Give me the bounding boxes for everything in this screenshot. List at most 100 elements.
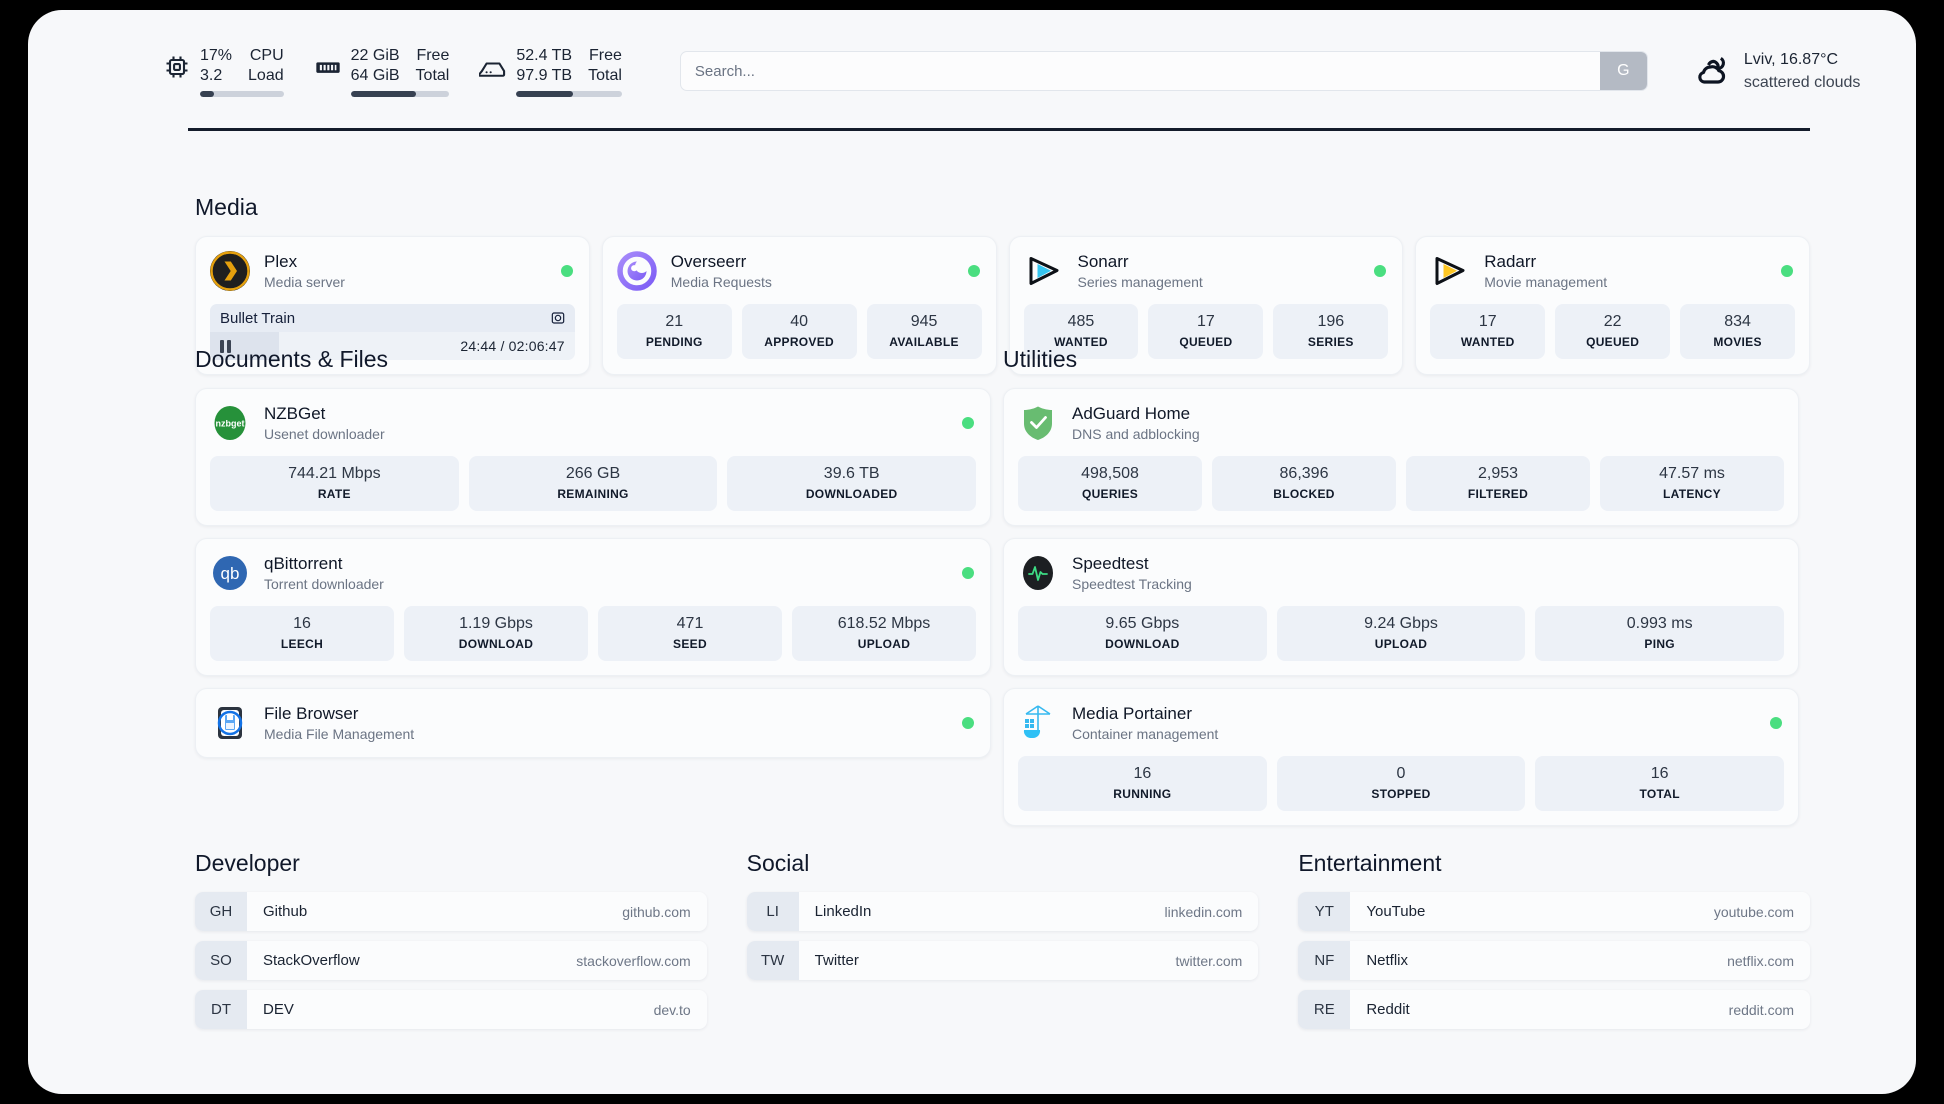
bookmark-url: reddit.com bbox=[1728, 1001, 1795, 1018]
service-card-sonarr[interactable]: Sonarr Series management 485 WANTED 17 Q… bbox=[1008, 236, 1404, 375]
stat-value: 16 bbox=[1133, 765, 1152, 782]
service-card-portainer[interactable]: Media Portainer Container management 16 … bbox=[1003, 688, 1799, 826]
stat-label: TOTAL bbox=[1639, 787, 1680, 801]
documents-utilities-row: Documents & Files nzbget NZBGet Usenet d… bbox=[195, 346, 1810, 826]
stat-value: 945 bbox=[910, 313, 938, 330]
stat-value: 40 bbox=[790, 313, 809, 330]
stat-label: UPLOAD bbox=[1374, 637, 1428, 651]
bookmark-list: LI LinkedIn linkedin.com TW Twitter twit… bbox=[746, 892, 1259, 980]
bookmark-abbr: LI bbox=[746, 892, 799, 931]
filebrowser-icon bbox=[210, 703, 250, 743]
now-playing-title-bar: Bullet Train bbox=[210, 304, 575, 332]
service-subtitle: Media server bbox=[264, 274, 345, 290]
system-stats: 17% 3.2 CPU Load bbox=[163, 46, 622, 97]
weather-widget: Lviv, 16.87°C scattered clouds bbox=[1690, 50, 1860, 93]
now-playing-progress[interactable]: 24:44 / 02:06:47 bbox=[210, 332, 575, 360]
stat-label: DOWNLOAD bbox=[458, 637, 534, 651]
stat-value: 17 bbox=[1478, 313, 1497, 330]
overseerr-icon bbox=[617, 251, 657, 291]
pause-icon[interactable] bbox=[220, 339, 231, 353]
stat-label: WANTED bbox=[1054, 335, 1108, 349]
bookmark-abbr: GH bbox=[195, 892, 247, 931]
adguard-icon bbox=[1018, 403, 1058, 443]
status-indicator bbox=[962, 417, 974, 429]
stat-label: FILTERED bbox=[1467, 487, 1529, 501]
status-indicator bbox=[962, 567, 974, 579]
bookmark-abbr: SO bbox=[195, 941, 247, 980]
stat-value: 0 bbox=[1396, 765, 1406, 782]
service-card-overseerr[interactable]: Overseerr Media Requests 21 PENDING 40 A… bbox=[601, 236, 997, 375]
stat-tile: 744.21 Mbps RATE bbox=[210, 456, 459, 511]
bookmark-item-netflix[interactable]: NF Netflix netflix.com bbox=[1298, 941, 1811, 980]
bookmark-item-github[interactable]: GH Github github.com bbox=[195, 892, 707, 931]
card-header: Plex Media server bbox=[210, 251, 575, 291]
bookmark-item-linkedin[interactable]: LI LinkedIn linkedin.com bbox=[746, 892, 1259, 931]
status-indicator bbox=[1374, 265, 1387, 277]
service-card-adguard[interactable]: AdGuard Home DNS and adblocking 498,508 … bbox=[1003, 388, 1799, 526]
plex-icon bbox=[210, 251, 250, 291]
memory-usage-bar bbox=[350, 90, 450, 97]
service-card-speedtest[interactable]: Speedtest Speedtest Tracking 9.65 Gbps D… bbox=[1003, 538, 1799, 676]
search-submit-button[interactable]: G bbox=[1599, 52, 1647, 90]
disk-icon bbox=[479, 53, 507, 81]
bookmark-item-reddit[interactable]: RE Reddit reddit.com bbox=[1298, 990, 1811, 1029]
cpu-load-value: 3.2 bbox=[200, 66, 223, 84]
service-name: Overseerr bbox=[670, 252, 747, 271]
stat-value: 196 bbox=[1317, 313, 1345, 330]
stat-tile: 16 RUNNING bbox=[1018, 756, 1267, 811]
stat-label: DOWNLOAD bbox=[1105, 637, 1180, 651]
cast-icon[interactable] bbox=[550, 310, 566, 326]
bookmark-abbr: RE bbox=[1298, 990, 1351, 1029]
radarr-icon bbox=[1430, 251, 1470, 291]
card-header: File Browser Media File Management bbox=[210, 703, 976, 743]
bookmark-item-stackoverflow[interactable]: SO StackOverflow stackoverflow.com bbox=[195, 941, 707, 980]
stat-tile: 834 MOVIES bbox=[1680, 304, 1796, 359]
bookmark-url: linkedin.com bbox=[1164, 903, 1243, 920]
bookmark-name: Twitter bbox=[814, 952, 859, 969]
stat-label: QUEUED bbox=[1179, 335, 1233, 349]
stat-value: 9.65 Gbps bbox=[1105, 615, 1180, 632]
search-bar[interactable]: G bbox=[679, 51, 1648, 91]
service-name: Plex bbox=[264, 252, 298, 271]
bookmark-group-title: Social bbox=[746, 850, 810, 876]
stat-label: DOWNLOADED bbox=[805, 487, 898, 501]
service-subtitle: Container management bbox=[1072, 726, 1219, 742]
search-input[interactable] bbox=[680, 52, 1600, 90]
service-card-nzbget[interactable]: nzbget NZBGet Usenet downloader 744.21 M… bbox=[195, 388, 991, 526]
svg-text:nzbget: nzbget bbox=[216, 419, 245, 429]
stat-tile: 86,396 BLOCKED bbox=[1212, 456, 1396, 511]
stat-label: AVAILABLE bbox=[889, 335, 959, 349]
service-card-plex[interactable]: Plex Media server Bullet Train bbox=[195, 236, 590, 375]
card-header: Media Portainer Container management bbox=[1018, 703, 1784, 743]
bookmark-item-twitter[interactable]: TW Twitter twitter.com bbox=[746, 941, 1259, 980]
now-playing-time: 24:44 / 02:06:47 bbox=[460, 338, 565, 354]
service-subtitle: Usenet downloader bbox=[264, 426, 385, 442]
cpu-usage-bar bbox=[200, 90, 284, 97]
service-card-qbittorrent[interactable]: qb qBittorrent Torrent downloader 16 LEE… bbox=[195, 538, 991, 676]
nzbget-icon: nzbget bbox=[210, 403, 250, 443]
bookmark-item-dev[interactable]: DT DEV dev.to bbox=[195, 990, 707, 1029]
stat-value: 471 bbox=[676, 615, 704, 632]
service-name: AdGuard Home bbox=[1072, 404, 1191, 423]
stat-tile: 618.52 Mbps UPLOAD bbox=[792, 606, 976, 661]
stat-tile: 498,508 QUERIES bbox=[1018, 456, 1202, 511]
stat-value: 266 GB bbox=[565, 465, 621, 482]
bookmark-name: Github bbox=[263, 903, 308, 920]
stat-value: 86,396 bbox=[1279, 465, 1329, 482]
bookmark-group-entertainment: Entertainment YT YouTube youtube.com NF … bbox=[1298, 850, 1811, 1029]
service-card-radarr[interactable]: Radarr Movie management 17 WANTED 22 QUE… bbox=[1415, 236, 1810, 375]
stat-value: 21 bbox=[665, 313, 684, 330]
bookmark-url: netflix.com bbox=[1727, 952, 1795, 969]
service-name: File Browser bbox=[264, 704, 359, 723]
bookmark-group-developer: Developer GH Github github.com SO StackO… bbox=[195, 850, 707, 1029]
bookmark-item-youtube[interactable]: YT YouTube youtube.com bbox=[1298, 892, 1811, 931]
stat-value: 16 bbox=[1650, 765, 1669, 782]
stat-tile: 266 GB REMAINING bbox=[468, 456, 718, 511]
bookmark-url: youtube.com bbox=[1713, 903, 1795, 920]
bookmark-name: Reddit bbox=[1366, 1001, 1410, 1018]
service-subtitle: Series management bbox=[1077, 274, 1203, 290]
service-card-filebrowser[interactable]: File Browser Media File Management bbox=[195, 688, 991, 758]
card-header: Radarr Movie management bbox=[1430, 251, 1795, 291]
memory-free-label: Free bbox=[416, 46, 450, 64]
stat-value: 498,508 bbox=[1081, 465, 1139, 482]
